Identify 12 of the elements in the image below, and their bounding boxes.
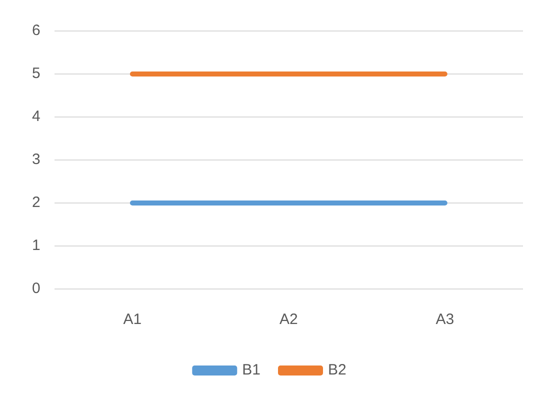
y-tick-label: 6 bbox=[32, 22, 40, 40]
legend-label: B1 bbox=[242, 362, 261, 379]
y-tick-label: 2 bbox=[32, 194, 40, 212]
x-tick-label: A1 bbox=[123, 311, 142, 328]
x-tick-label: A2 bbox=[279, 311, 298, 328]
y-tick-label: 0 bbox=[32, 280, 40, 298]
y-tick-label: 4 bbox=[32, 108, 40, 126]
y-tick-label: 1 bbox=[32, 237, 40, 254]
x-tick-label: A3 bbox=[436, 311, 454, 328]
y-tick-label: 5 bbox=[32, 65, 40, 82]
y-tick-label: 3 bbox=[32, 151, 40, 168]
legend-label: B2 bbox=[328, 362, 346, 379]
